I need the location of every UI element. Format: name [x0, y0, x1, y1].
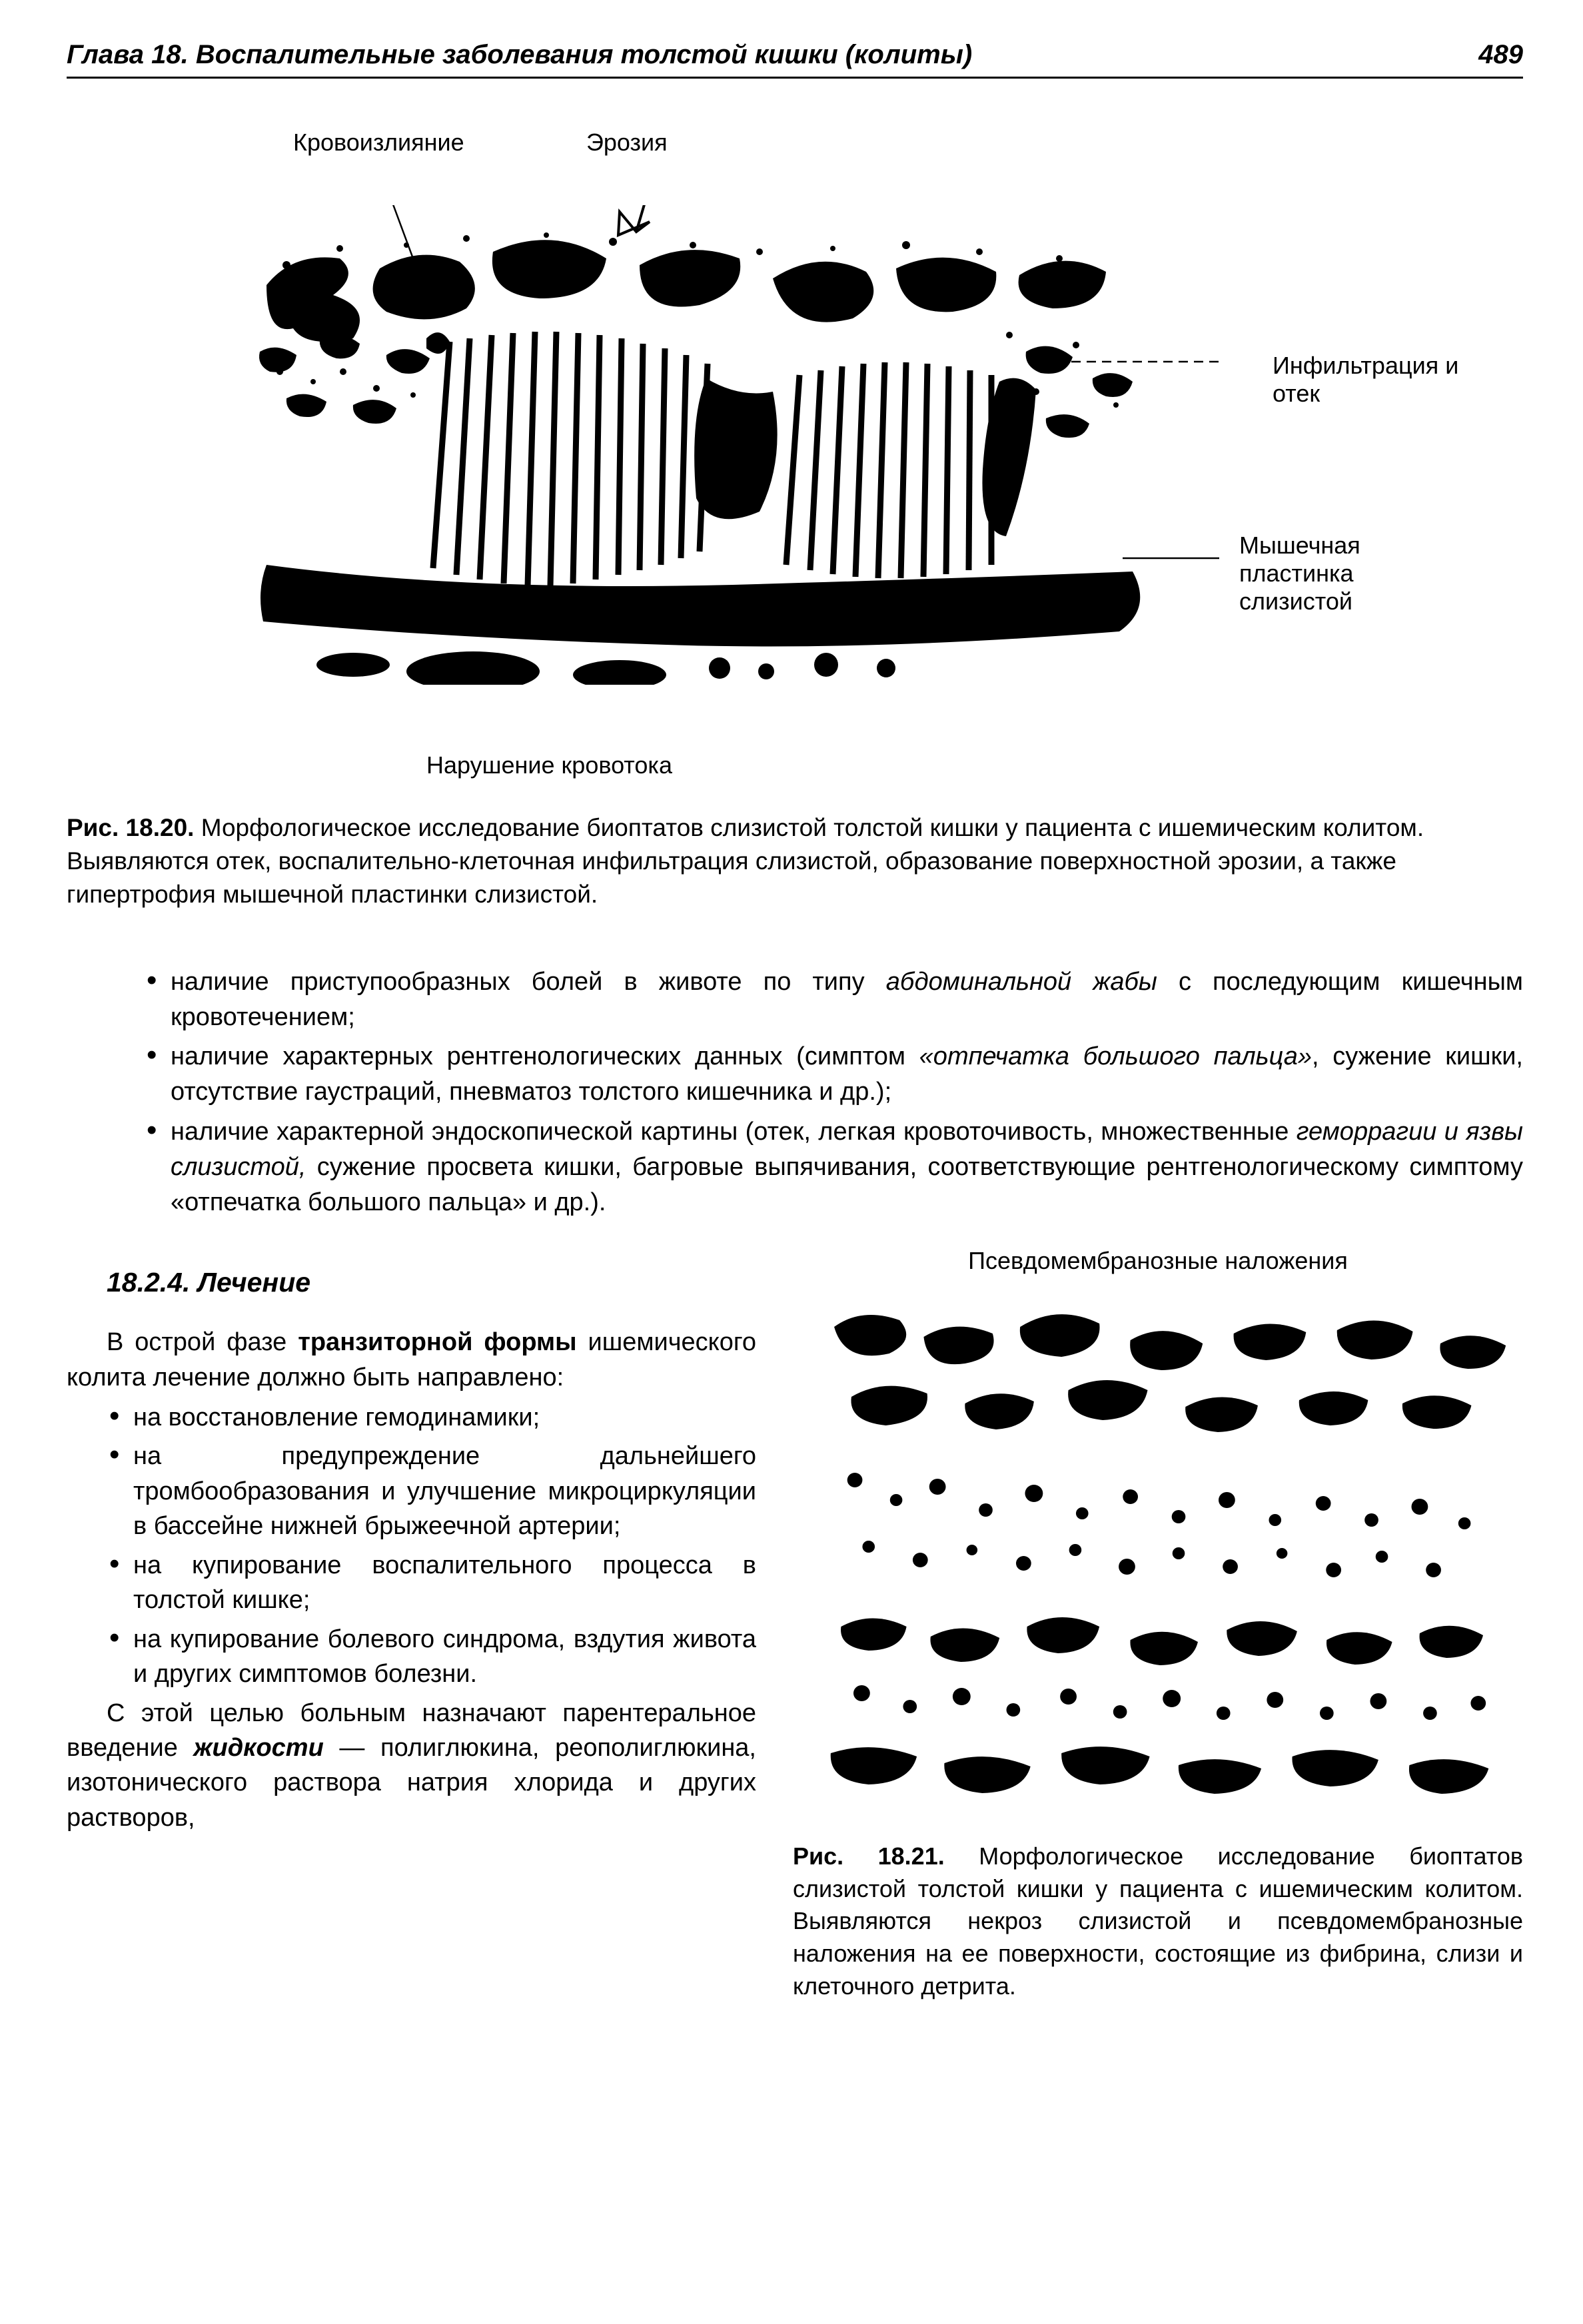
- figure-label-infiltration: Инфильтрация и отек: [1273, 352, 1459, 408]
- caption-text: Морфологическое исследование биоптатов с…: [67, 814, 1424, 908]
- diagnosis-bullets: наличие приступообразных болей в животе …: [147, 965, 1523, 1220]
- figure-18-20: Кровоизлияние Эрозия Инфильтрация и отек…: [107, 105, 1459, 785]
- figure-label-muscular: Мышечная пластинка слизистой: [1239, 532, 1412, 615]
- treatment-bullets: на восстановление гемодинамики; на преду…: [109, 1400, 756, 1692]
- treatment-bullet-1: на восстановление гемодинамики;: [109, 1400, 756, 1435]
- treatment-bullet-4: на купирование болевого синдрома, вздути…: [109, 1622, 756, 1692]
- figure-18-20-illustration: [240, 205, 1219, 685]
- section-heading: 18.2.4. Лечение: [107, 1267, 756, 1298]
- figure-18-20-caption: Рис. 18.20. Морфологическое исследование…: [67, 811, 1516, 911]
- bullet-1: наличие приступообразных болей в животе …: [147, 965, 1523, 1035]
- bullet-3: наличие характерной эндоскопической карт…: [147, 1114, 1523, 1221]
- left-column: 18.2.4. Лечение В острой фазе транзиторн…: [67, 1247, 756, 2002]
- tail-paragraph: С этой целью больным назначают парентера…: [67, 1696, 756, 1836]
- caption2-bold: Рис. 18.21.: [793, 1842, 945, 1870]
- figure-label-erosion: Эрозия: [586, 129, 668, 157]
- page-number: 489: [1478, 40, 1523, 70]
- treatment-bullet-2: на предупреждение дальнейшего тромбообра…: [109, 1439, 756, 1543]
- lead-paragraph: В острой фазе транзиторной формы ишемиче…: [67, 1325, 756, 1395]
- figure-18-21-top-label: Псевдомембранозные наложения: [793, 1247, 1523, 1275]
- figure-18-21-caption: Рис. 18.21. Морфологическое исследование…: [793, 1840, 1523, 2002]
- figure-label-hemorrhage: Кровоизлияние: [293, 129, 464, 157]
- chapter-title: Глава 18. Воспалительные заболевания тол…: [67, 40, 972, 70]
- caption-bold: Рис. 18.20.: [67, 814, 194, 841]
- figure-18-21-illustration: [793, 1287, 1523, 1813]
- right-column: Псевдомембранозные наложения: [793, 1247, 1523, 2002]
- figure-label-bloodflow: Нарушение кровотока: [426, 751, 672, 779]
- bullet-2: наличие характерных рентгенологических д…: [147, 1039, 1523, 1110]
- treatment-bullet-3: на купирование воспалительного процесса …: [109, 1548, 756, 1618]
- page-header: Глава 18. Воспалительные заболевания тол…: [67, 40, 1523, 79]
